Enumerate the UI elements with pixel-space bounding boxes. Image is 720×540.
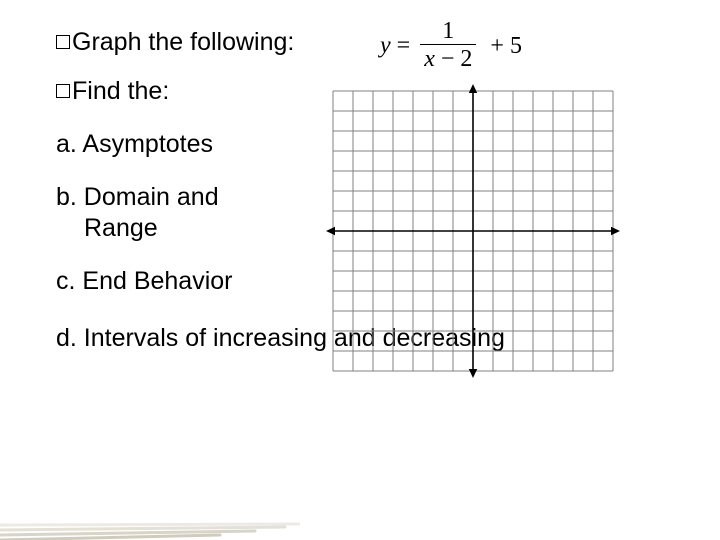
prompt-graph: Graph the following:: [56, 28, 676, 57]
equation-tail: + 5: [490, 33, 522, 59]
checkbox-icon: [56, 84, 70, 98]
equation-numerator: 1: [420, 18, 476, 45]
equation-fraction: 1 x − 2: [420, 18, 476, 74]
label-find-rest: the:: [121, 77, 170, 105]
equation-denominator-var: x: [424, 46, 435, 72]
label-graph: Graph: [72, 28, 141, 56]
equation: y = 1 x − 2 + 5: [380, 18, 522, 74]
checkbox-icon: [56, 35, 70, 49]
equation-denominator-rest: − 2: [435, 46, 473, 72]
coordinate-grid: [322, 80, 624, 387]
corner-decor: [0, 480, 300, 540]
equation-lhs: y: [380, 33, 391, 59]
label-graph-rest: the following:: [141, 28, 294, 56]
equation-denominator: x − 2: [420, 45, 476, 74]
grid-svg: [322, 80, 624, 382]
item-domain-line1: b. Domain and: [56, 183, 219, 211]
equation-eq: =: [391, 33, 417, 59]
label-find: Find: [72, 77, 121, 105]
